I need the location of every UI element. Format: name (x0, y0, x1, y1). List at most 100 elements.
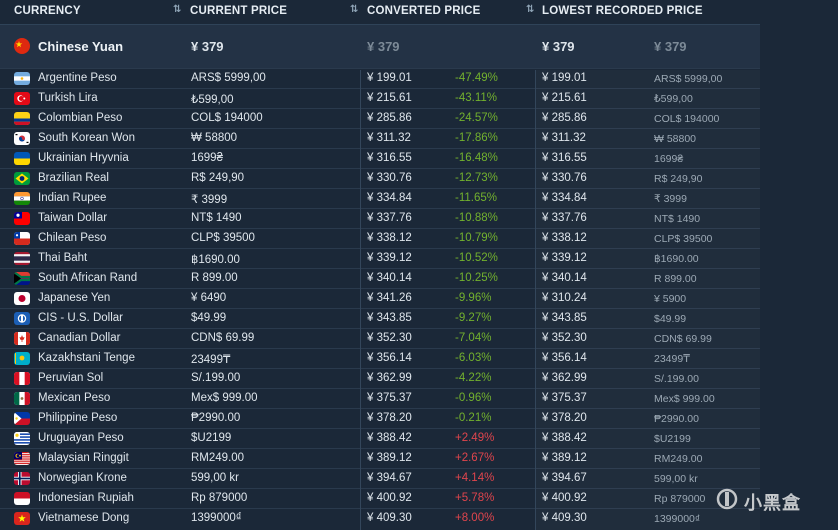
lowest-price: ¥ 394.67 (542, 472, 587, 484)
lowest-price: ¥ 199.01 (542, 72, 587, 84)
price-difference-percent: +2.67% (455, 452, 495, 464)
currency-row: Indonesian Rupiah Rp 879000 ¥ 400.92 +5.78%… (0, 488, 760, 508)
current-price: ฿1690.00 (191, 254, 240, 266)
current-price: ₹ 3999 (191, 194, 228, 206)
lowest-price: ¥ 310.24 (542, 292, 587, 304)
watermark-text: 小黑盒 (744, 493, 801, 514)
price-difference-percent: -10.25% (455, 272, 498, 284)
lowest-price: ¥ 343.85 (542, 312, 587, 324)
lowest-price: ¥ 337.76 (542, 212, 587, 224)
lowest-price-local: 599,00 kr (654, 473, 698, 485)
india-flag-icon (14, 192, 30, 205)
price-difference-percent: +4.14% (455, 472, 495, 484)
currency-name: Japanese Yen (38, 292, 111, 304)
lowest-price-local: COL$ 194000 (654, 113, 720, 125)
lowest-price-local: R$ 249,90 (654, 173, 703, 185)
vietnam-flag-icon (14, 512, 30, 525)
converted-price: ¥ 379 (367, 39, 400, 54)
sort-icon[interactable]: ⇅ (173, 4, 182, 15)
lowest-price-local: 1699₴ (654, 153, 684, 165)
price-difference-percent: -6.03% (455, 352, 492, 364)
converted-price: ¥ 334.84 (367, 192, 412, 204)
kazakhstan-flag-icon (14, 352, 30, 365)
uruguay-flag-icon (14, 432, 30, 445)
price-difference-percent: -47.49% (455, 72, 498, 84)
lowest-price-local: ¥ 5900 (654, 293, 687, 305)
header-converted-price[interactable]: CONVERTED PRICE (367, 5, 481, 17)
current-price: S/.199.00 (191, 372, 241, 384)
current-price: CDN$ 69.99 (191, 332, 255, 344)
current-price: ₩ 58800 (191, 132, 238, 144)
lowest-price-local: RM249.00 (654, 453, 703, 465)
heybox-logo-icon (716, 488, 738, 510)
current-price: ₱2990.00 (191, 412, 241, 424)
current-price: ¥ 6490 (191, 292, 227, 304)
currency-name: Philippine Peso (38, 412, 118, 424)
currency-row: Brazilian Real R$ 249,90 ¥ 330.76 -12.73% ¥ … (0, 168, 760, 188)
lowest-price-local: S/.199.00 (654, 373, 699, 385)
lowest-price: ¥ 352.30 (542, 332, 587, 344)
currency-row: South Korean Won ₩ 58800 ¥ 311.32 -17.86% ¥ … (0, 128, 760, 148)
china-flag-icon (14, 38, 30, 54)
cis-flag-icon (14, 312, 30, 325)
currency-row: Canadian Dollar CDN$ 69.99 ¥ 352.30 -7.04% ¥… (0, 328, 760, 348)
price-difference-percent: -9.27% (455, 312, 492, 324)
currency-name: Vietnamese Dong (38, 512, 130, 524)
header-lowest-recorded-price[interactable]: LOWEST RECORDED PRICE (542, 5, 703, 17)
lowest-price: ¥ 375.37 (542, 392, 587, 404)
price-difference-percent: -12.73% (455, 172, 498, 184)
converted-price: ¥ 339.12 (367, 252, 412, 264)
current-price: 1699₴ (191, 152, 223, 164)
currency-row: Chilean Peso CLP$ 39500 ¥ 338.12 -10.79% ¥ 3… (0, 228, 760, 248)
price-difference-percent: -7.04% (455, 332, 492, 344)
mexico-flag-icon (14, 392, 30, 405)
currency-rows: Argentine Peso ARS$ 5999,00 ¥ 199.01 -47.49… (0, 68, 760, 528)
currency-name: Thai Baht (38, 252, 88, 264)
converted-price: ¥ 375.37 (367, 392, 412, 404)
header-currency[interactable]: CURRENCY (14, 5, 81, 17)
current-price: R$ 249,90 (191, 172, 245, 184)
currency-row: Japanese Yen ¥ 6490 ¥ 341.26 -9.96% ¥ 310.24… (0, 288, 760, 308)
sort-icon[interactable]: ⇅ (526, 4, 535, 15)
table-header: CURRENCY ⇅ CURRENT PRICE ⇅ CONVERTED PRI… (0, 0, 760, 24)
ukraine-flag-icon (14, 152, 30, 165)
currency-row: Ukrainian Hryvnia 1699₴ ¥ 316.55 -16.48% ¥ 3… (0, 148, 760, 168)
converted-price: ¥ 343.85 (367, 312, 412, 324)
philippines-flag-icon (14, 412, 30, 425)
lowest-price-local: Mex$ 999.00 (654, 393, 715, 405)
price-difference-percent: +2.49% (455, 432, 495, 444)
price-difference-percent: -16.48% (455, 152, 498, 164)
currency-row: Turkish Lira ₺599,00 ¥ 215.61 -43.11% ¥ 215.… (0, 88, 760, 108)
lowest-price: ¥ 334.84 (542, 192, 587, 204)
currency-name: Indian Rupee (38, 192, 107, 204)
turkey-flag-icon (14, 92, 30, 105)
converted-price: ¥ 338.12 (367, 232, 412, 244)
currency-name: Mexican Peso (38, 392, 111, 404)
current-price: 23499₸ (191, 354, 231, 366)
converted-price: ¥ 316.55 (367, 152, 412, 164)
lowest-price-local: R 899.00 (654, 273, 697, 285)
price-difference-percent: -43.11% (455, 92, 497, 104)
price-difference-percent: -9.96% (455, 292, 492, 304)
lowest-price-local: NT$ 1490 (654, 213, 701, 225)
lowest-price: ¥ 379 (542, 39, 575, 54)
thailand-flag-icon (14, 252, 30, 265)
price-difference-percent: -24.57% (455, 112, 498, 124)
current-price: 1399000₫ (191, 512, 242, 524)
price-difference-percent: -17.86% (455, 132, 498, 144)
colombia-flag-icon (14, 112, 30, 125)
currency-name: Peruvian Sol (38, 372, 104, 384)
price-difference-percent: -0.96% (455, 392, 492, 404)
brazil-flag-icon (14, 172, 30, 185)
taiwan-flag-icon (14, 212, 30, 225)
column-divider (535, 70, 536, 530)
lowest-price-local: 23499₸ (654, 353, 690, 365)
converted-price: ¥ 215.61 (367, 92, 412, 104)
indonesia-flag-icon (14, 492, 30, 505)
base-currency-row: Chinese Yuan ¥ 379 ¥ 379 ¥ 379 ¥ 379 (0, 24, 760, 68)
header-current-price[interactable]: CURRENT PRICE (190, 5, 288, 17)
currency-row: South African Rand R 899.00 ¥ 340.14 -10.25… (0, 268, 760, 288)
currency-row: Vietnamese Dong 1399000₫ ¥ 409.30 +8.00% ¥ 4… (0, 508, 760, 528)
sort-icon[interactable]: ⇅ (350, 4, 359, 15)
column-divider (360, 70, 361, 530)
